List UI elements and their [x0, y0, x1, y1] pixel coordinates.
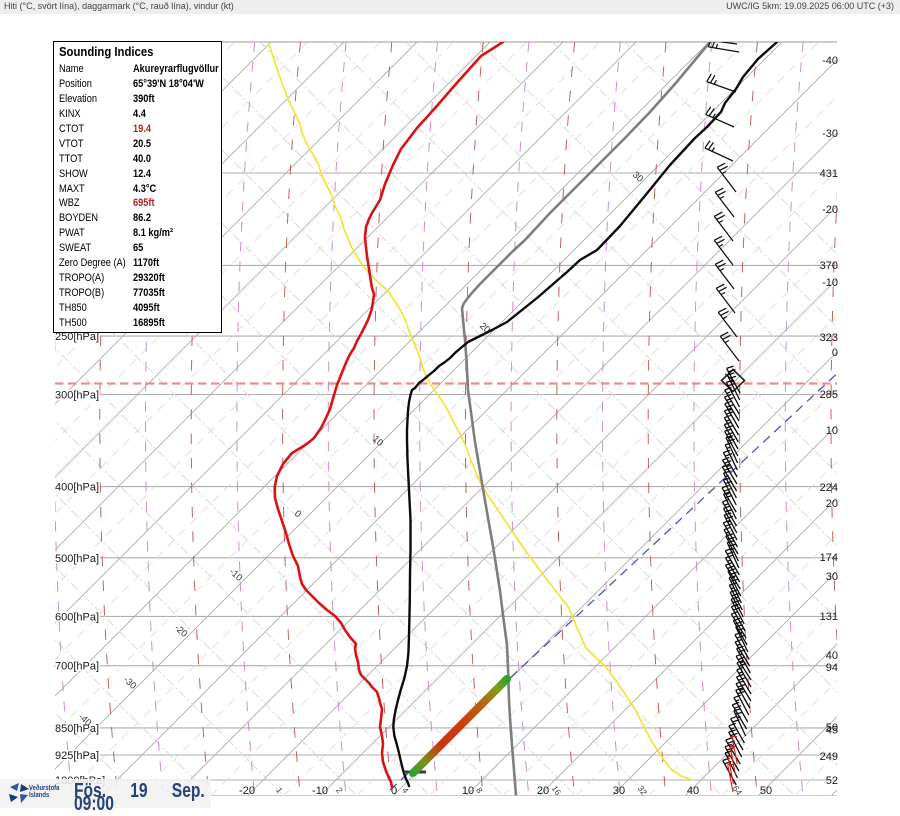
svg-text:-10: -10 — [312, 785, 328, 797]
svg-text:250[hPa]: 250[hPa] — [55, 331, 99, 343]
svg-text:-40: -40 — [822, 55, 838, 67]
svg-text:0: 0 — [832, 347, 838, 359]
svg-text:0: 0 — [292, 508, 303, 520]
svg-text:500[hPa]: 500[hPa] — [55, 553, 99, 565]
svg-text:10: 10 — [826, 425, 838, 437]
svg-text:700[hPa]: 700[hPa] — [55, 661, 99, 673]
svg-text:20: 20 — [537, 785, 549, 797]
svg-text:-30: -30 — [121, 674, 139, 691]
svg-text:50: 50 — [826, 722, 838, 734]
svg-text:8: 8 — [474, 785, 485, 795]
svg-text:300[hPa]: 300[hPa] — [55, 390, 99, 402]
svg-text:323: 323 — [820, 332, 838, 344]
svg-text:925[hPa]: 925[hPa] — [55, 750, 99, 762]
svg-text:52: 52 — [826, 775, 838, 787]
svg-text:40: 40 — [687, 785, 699, 797]
svg-text:2: 2 — [334, 785, 345, 795]
svg-text:-20: -20 — [239, 785, 255, 797]
svg-text:600[hPa]: 600[hPa] — [55, 611, 99, 623]
svg-text:370: 370 — [820, 260, 838, 272]
svg-text:249: 249 — [820, 751, 838, 763]
svg-text:-10: -10 — [822, 277, 838, 289]
svg-text:30: 30 — [826, 571, 838, 583]
svg-text:4: 4 — [400, 785, 411, 795]
svg-text:-10: -10 — [227, 566, 245, 583]
svg-text:10: 10 — [370, 434, 385, 449]
svg-text:224: 224 — [820, 482, 838, 494]
svg-text:400[hPa]: 400[hPa] — [55, 482, 99, 494]
svg-text:40: 40 — [826, 650, 838, 662]
svg-text:30: 30 — [630, 170, 645, 185]
svg-text:45: 45 — [826, 725, 838, 737]
svg-text:131: 131 — [820, 611, 838, 623]
svg-text:-20: -20 — [822, 204, 838, 216]
svg-text:431: 431 — [820, 168, 838, 180]
svg-text:0: 0 — [391, 785, 397, 797]
svg-text:850[hPa]: 850[hPa] — [55, 723, 99, 735]
svg-text:30: 30 — [613, 785, 625, 797]
svg-text:10: 10 — [462, 785, 474, 797]
svg-text:94: 94 — [826, 662, 838, 674]
svg-text:1: 1 — [274, 785, 285, 795]
svg-text:174: 174 — [820, 552, 838, 564]
svg-text:50: 50 — [760, 785, 772, 797]
svg-text:285: 285 — [820, 389, 838, 401]
svg-text:20: 20 — [826, 498, 838, 510]
svg-text:-30: -30 — [822, 128, 838, 140]
